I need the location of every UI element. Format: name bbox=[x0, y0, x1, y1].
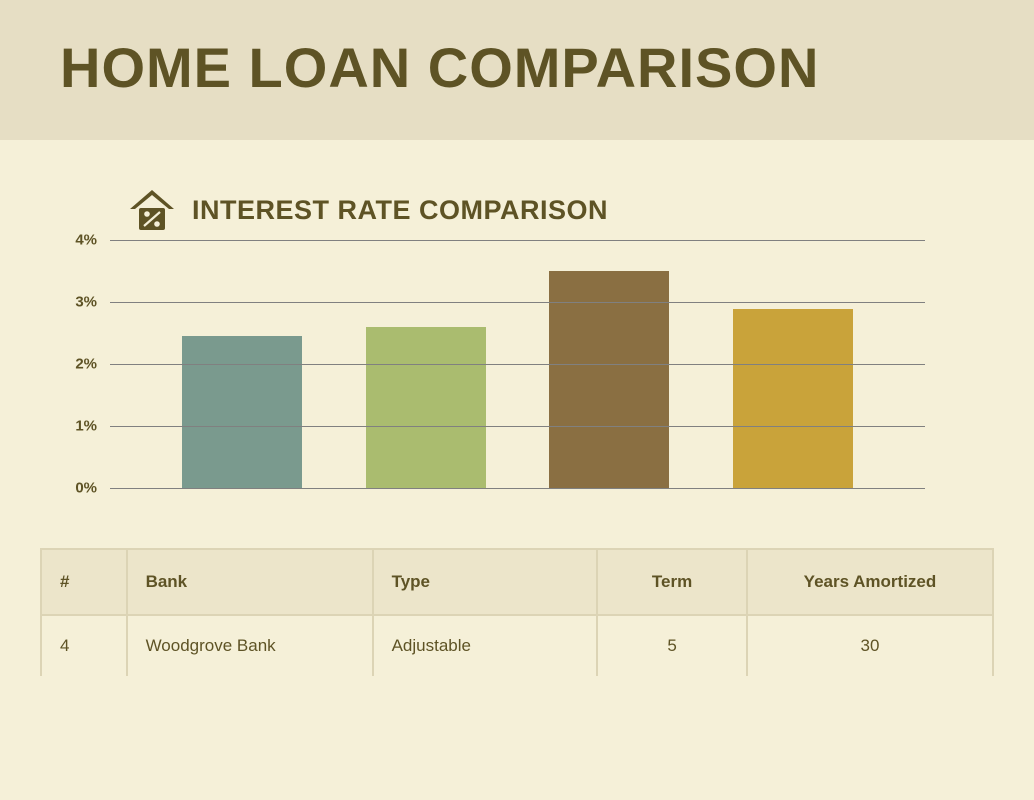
bar bbox=[549, 271, 669, 488]
grid-line bbox=[110, 302, 925, 303]
grid-line bbox=[110, 240, 925, 241]
chart-header: INTEREST RATE COMPARISON bbox=[130, 190, 974, 230]
bar bbox=[366, 327, 486, 488]
col-header-bank: Bank bbox=[127, 549, 373, 615]
table-row: 4 Woodgrove Bank Adjustable 5 30 bbox=[41, 615, 993, 676]
chart-section: INTEREST RATE COMPARISON 0%1%2%3%4% bbox=[0, 140, 1034, 518]
col-header-num: # bbox=[41, 549, 127, 615]
y-tick-label: 1% bbox=[75, 418, 97, 435]
grid-line bbox=[110, 426, 925, 427]
col-header-type: Type bbox=[373, 549, 598, 615]
cell-term: 5 bbox=[597, 615, 747, 676]
page-title: HOME LOAN COMPARISON bbox=[60, 35, 974, 100]
table-header-row: # Bank Type Term Years Amortized bbox=[41, 549, 993, 615]
chart-title: INTEREST RATE COMPARISON bbox=[192, 195, 608, 226]
y-tick-label: 0% bbox=[75, 480, 97, 497]
bar bbox=[182, 336, 302, 488]
y-tick-label: 3% bbox=[75, 294, 97, 311]
chart-plot-area: 0%1%2%3%4% bbox=[110, 240, 925, 488]
chart-container: 0%1%2%3%4% bbox=[60, 240, 974, 488]
y-tick-label: 2% bbox=[75, 356, 97, 373]
header-banner: HOME LOAN COMPARISON bbox=[0, 0, 1034, 140]
grid-line bbox=[110, 488, 925, 489]
cell-num: 4 bbox=[41, 615, 127, 676]
col-header-term: Term bbox=[597, 549, 747, 615]
house-percent-icon bbox=[130, 190, 174, 230]
loan-table: # Bank Type Term Years Amortized 4 Woodg… bbox=[40, 548, 994, 676]
cell-type: Adjustable bbox=[373, 615, 598, 676]
grid-line bbox=[110, 364, 925, 365]
grid-area bbox=[110, 240, 925, 488]
y-tick-label: 4% bbox=[75, 232, 97, 249]
col-header-amortized: Years Amortized bbox=[747, 549, 993, 615]
table-section: # Bank Type Term Years Amortized 4 Woodg… bbox=[0, 518, 1034, 676]
cell-amortized: 30 bbox=[747, 615, 993, 676]
bar bbox=[733, 309, 853, 488]
y-axis: 0%1%2%3%4% bbox=[60, 240, 105, 488]
cell-bank: Woodgrove Bank bbox=[127, 615, 373, 676]
